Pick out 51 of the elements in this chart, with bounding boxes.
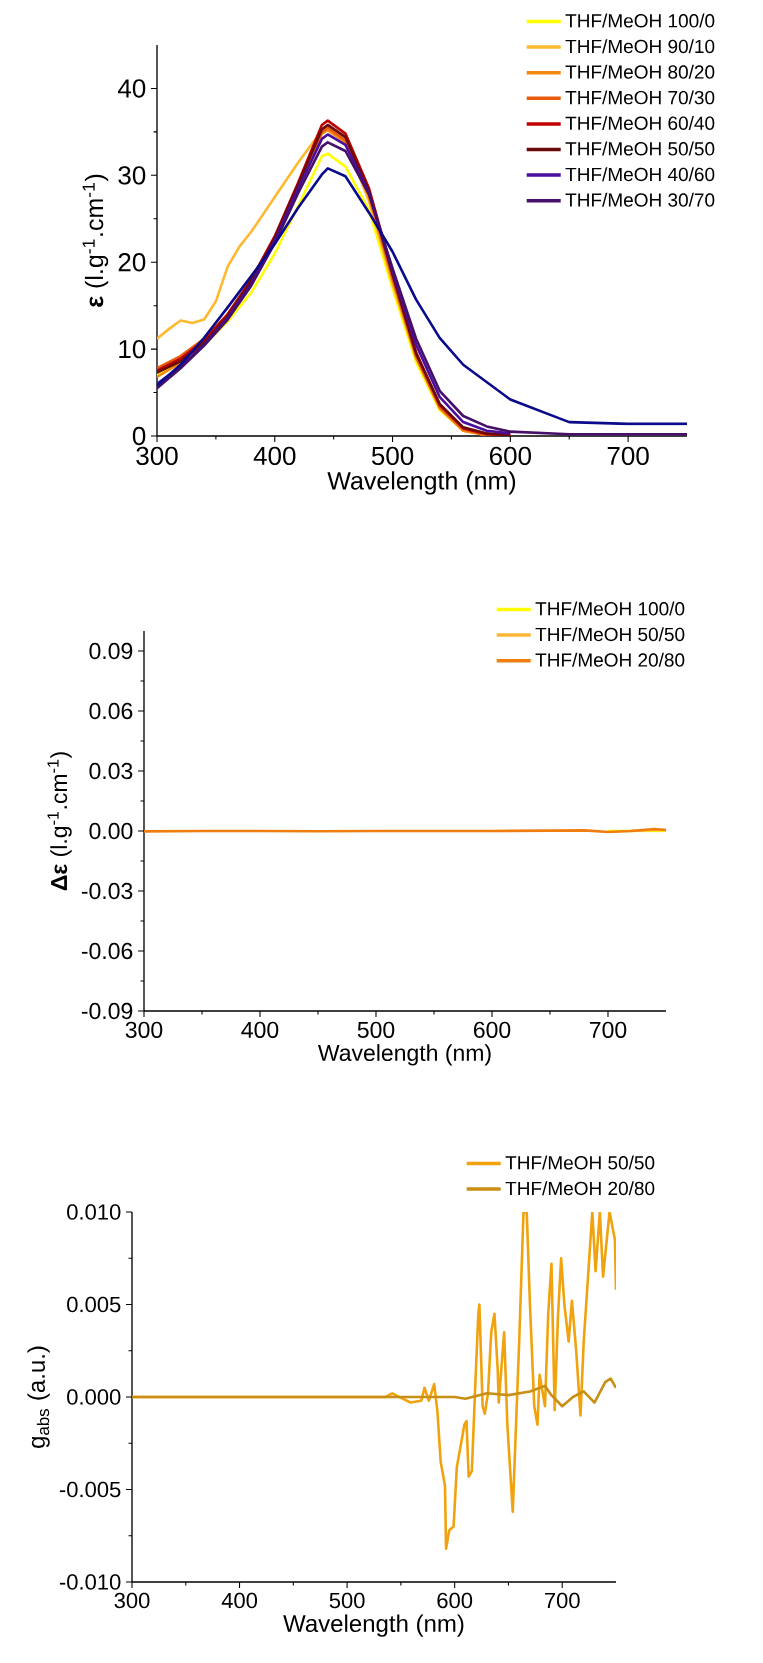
legend-label: THF/MeOH 50/50 — [535, 627, 685, 642]
x-tick-label: 400 — [253, 446, 296, 466]
y-tick-label: -0.03 — [81, 882, 133, 900]
y-axis-title: ε (l.g$^{-1}$.cm$^{-1}$) — [82, 174, 109, 307]
y-tick-label: -0.09 — [81, 1002, 133, 1020]
legend-label: THF/MeOH 20/80 — [535, 652, 685, 667]
x-tick-label: 600 — [437, 1592, 473, 1609]
x-tick-label: 700 — [544, 1592, 580, 1609]
x-tick-label: 400 — [221, 1592, 258, 1609]
legend-label: THF/MeOH 100/0 — [535, 601, 685, 616]
legend-label: THF/MeOH 60/40 — [565, 115, 715, 130]
y-tick-label: 0.005 — [67, 1296, 121, 1313]
legend-label: THF/MeOH 70/30 — [565, 90, 715, 105]
legend-label: THF/MeOH 40/60 — [565, 167, 715, 182]
legend-label: THF/MeOH 90/10 — [565, 39, 715, 54]
legend-label: THF/MeOH 80/20 — [565, 64, 715, 79]
y-tick-label: -0.010 — [59, 1574, 121, 1590]
legend-label: THF/MeOH 20/80 — [505, 1181, 655, 1196]
y-tick-label: 20 — [118, 253, 146, 272]
x-axis-title: Wavelength (nm) — [283, 1614, 464, 1637]
x-tick-label: 300 — [114, 1592, 150, 1609]
y-tick-label: -0.005 — [59, 1481, 121, 1498]
y-axis-title: Δε (l.g$^{-1}$.cm$^{-1}$) — [47, 752, 72, 891]
legend-label: THF/MeOH 30/70 — [565, 192, 715, 207]
x-tick-label: 600 — [489, 446, 531, 466]
x-tick-label: 300 — [136, 446, 178, 466]
x-tick-label: 500 — [357, 1021, 395, 1038]
y-tick-label: 40 — [117, 79, 146, 98]
y-tick-label: 0 — [132, 426, 146, 446]
y-tick-label: -0.06 — [81, 942, 133, 960]
legend-label: THF/MeOH 100/0 — [565, 13, 715, 28]
y-axis-title: g$_{abs}$ (a.u.) — [27, 1346, 50, 1448]
legend-label: THF/MeOH 50/50 — [505, 1155, 655, 1170]
x-tick-label: 500 — [371, 446, 414, 466]
y-tick-label: 0.010 — [67, 1204, 121, 1220]
x-axis-title: Wavelength (nm) — [317, 1044, 491, 1066]
x-tick-label: 700 — [607, 446, 649, 466]
x-tick-label: 600 — [473, 1021, 511, 1038]
y-tick-label: 0.09 — [89, 642, 133, 660]
y-tick-label: 0.06 — [89, 702, 133, 720]
y-tick-label: 30 — [118, 166, 146, 185]
x-tick-label: 700 — [589, 1021, 627, 1038]
x-tick-label: 300 — [125, 1021, 163, 1038]
x-axis-title: Wavelength (nm) — [327, 471, 516, 495]
legend-label: THF/MeOH 50/50 — [565, 141, 715, 156]
x-tick-label: 400 — [241, 1021, 279, 1038]
y-tick-label: 0.00 — [89, 822, 133, 840]
y-tick-label: 0.000 — [67, 1389, 121, 1405]
y-tick-label: 0.03 — [89, 762, 133, 780]
x-tick-label: 500 — [329, 1592, 365, 1609]
y-tick-label: 10 — [119, 339, 146, 359]
